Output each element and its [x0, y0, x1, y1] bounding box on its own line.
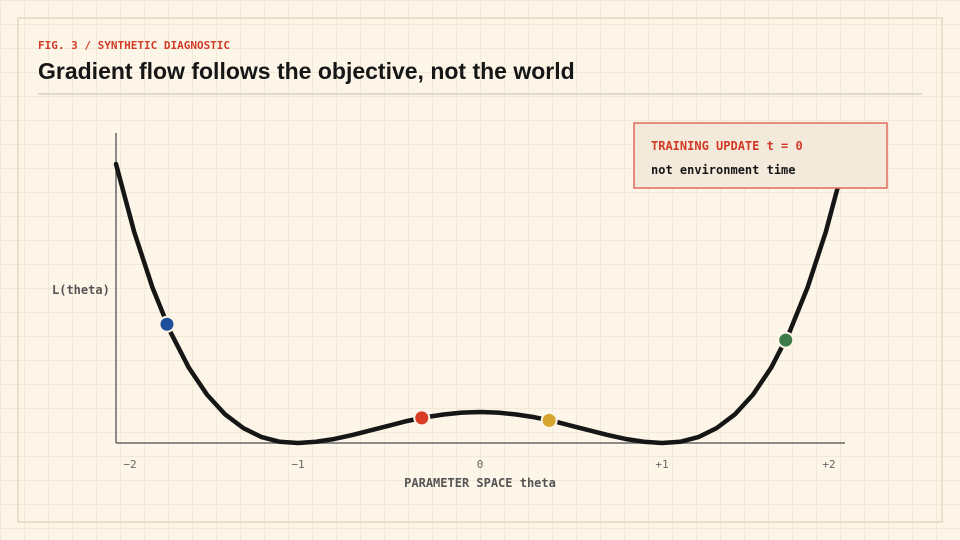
- annotation-text: not environment time: [651, 163, 796, 177]
- marker: [540, 411, 558, 429]
- chart-title: Gradient flow follows the objective, not…: [38, 58, 575, 84]
- x-axis-label: PARAMETER SPACE theta: [404, 476, 556, 490]
- eyebrow: FIG. 3 / SYNTHETIC DIAGNOSTIC: [38, 39, 230, 52]
- x-tick-label: 0: [477, 458, 484, 471]
- y-axis-label: L(theta): [52, 283, 110, 297]
- annotation-title: TRAINING UPDATE t = 0: [651, 139, 803, 153]
- marker: [777, 331, 795, 349]
- marker: [413, 409, 431, 427]
- frame: [17, 17, 943, 523]
- loss-curve: [113, 161, 847, 446]
- annotation-frame: [633, 122, 888, 189]
- plot: [113, 161, 847, 446]
- annotation-box: TRAINING UPDATE t = 0 not environment ti…: [633, 122, 888, 189]
- x-tick-label: +2: [822, 458, 835, 471]
- x-tick-label: +1: [655, 458, 668, 471]
- x-tick-label: −1: [291, 458, 304, 471]
- x-tick-label: −2: [123, 458, 136, 471]
- marker: [158, 315, 176, 333]
